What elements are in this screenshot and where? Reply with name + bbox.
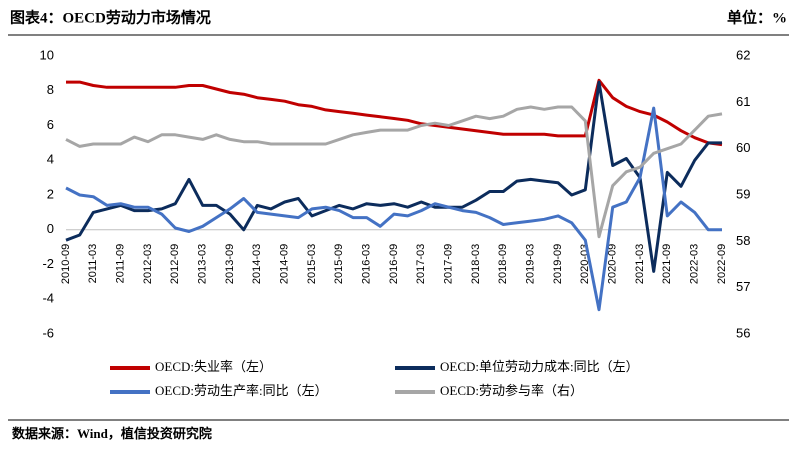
x-tick-label: 2022-03 — [689, 244, 701, 284]
legend-label: OECD:劳动生产率:同比（左） — [155, 383, 328, 398]
y-tick-label: 0 — [47, 221, 54, 236]
x-tick-label: 2018-09 — [497, 244, 509, 284]
y-tick-label: 4 — [47, 152, 54, 167]
series-line — [65, 106, 722, 312]
x-tick-label: 2015-09 — [333, 244, 345, 284]
y2-tick-label: 60 — [736, 140, 750, 155]
x-tick-label: 2022-09 — [716, 244, 728, 284]
legend-label: OECD:失业率（左） — [155, 359, 272, 374]
x-tick-label: 2017-03 — [415, 244, 427, 284]
x-tick-label: 2012-09 — [169, 244, 181, 284]
series-line — [66, 78, 723, 147]
series-line — [65, 80, 722, 273]
x-tick-label: 2014-03 — [251, 244, 263, 284]
y-tick-label: -4 — [42, 291, 54, 306]
y-tick-label: -2 — [42, 256, 54, 271]
x-tick-label: 2011-03 — [87, 244, 99, 284]
y-tick-label: 10 — [40, 47, 54, 62]
x-tick-label: 2016-09 — [388, 244, 400, 284]
source-note: 数据来源：Wind，植信投资研究院 — [12, 426, 212, 441]
x-tick-label: 2011-09 — [115, 244, 127, 284]
y-tick-label: 8 — [47, 82, 54, 97]
series-line — [65, 105, 723, 239]
y-tick-label: -6 — [42, 325, 54, 340]
chart-title: 图表4：OECD劳动力市场情况 — [10, 8, 211, 26]
x-tick-label: 2016-03 — [361, 244, 373, 284]
x-tick-label: 2013-09 — [224, 244, 236, 284]
y2-tick-label: 57 — [736, 279, 750, 294]
x-tick-label: 2019-03 — [525, 244, 537, 284]
y2-tick-label: 58 — [736, 233, 750, 248]
y-tick-label: 6 — [47, 117, 54, 132]
y2-tick-label: 62 — [736, 47, 750, 62]
x-tick-label: 2021-09 — [661, 244, 673, 284]
y2-tick-label: 59 — [736, 186, 750, 201]
legend-label: OECD:单位劳动力成本:同比（左） — [440, 359, 639, 374]
legend-label: OECD:劳动参与率（右） — [440, 383, 583, 398]
y2-tick-label: 56 — [736, 325, 750, 340]
x-tick-label: 2010-09 — [60, 244, 72, 284]
x-tick-label: 2014-09 — [279, 244, 291, 284]
y-tick-label: 2 — [47, 186, 54, 201]
x-tick-label: 2012-03 — [142, 244, 154, 284]
x-tick-label: 2013-03 — [197, 244, 209, 284]
x-tick-label: 2019-09 — [552, 244, 564, 284]
x-tick-label: 2015-03 — [306, 244, 318, 284]
x-tick-label: 2021-03 — [634, 244, 646, 284]
x-tick-label: 2017-09 — [443, 244, 455, 284]
unit-label: 单位：% — [727, 8, 787, 26]
y2-tick-label: 61 — [736, 94, 750, 109]
x-tick-label: 2018-03 — [470, 244, 482, 284]
x-tick-label: 2020-09 — [607, 244, 619, 284]
